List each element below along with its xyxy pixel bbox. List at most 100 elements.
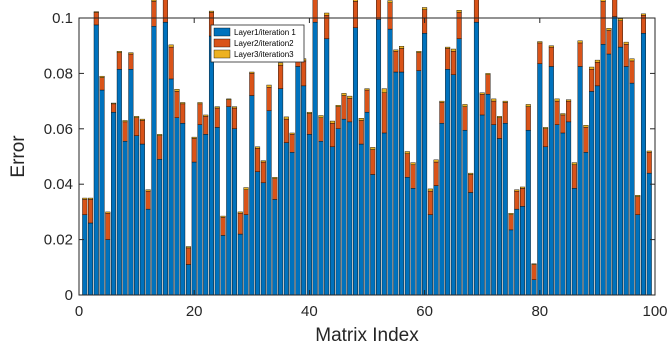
bar-series1-x82 <box>548 66 554 296</box>
bar-series2-x68 <box>468 174 474 193</box>
bar-series1-x54 <box>387 28 393 296</box>
bar-series2-x11 <box>139 120 145 145</box>
bar-series3-x55 <box>393 49 399 52</box>
bar-series2-x37 <box>289 134 295 153</box>
bar-series1-x38 <box>295 66 301 296</box>
plot-frame <box>78 17 656 296</box>
bar-series2-x6 <box>111 103 117 113</box>
bar-series3-x53 <box>381 88 387 93</box>
bar-series2-x59 <box>416 52 422 71</box>
bar-series2-x72 <box>491 100 497 125</box>
bar-series3-x62 <box>433 159 439 163</box>
bar-series2-x20 <box>191 138 197 163</box>
bar-series2-x39 <box>301 60 307 87</box>
bar-series2-x22 <box>203 116 209 135</box>
bar-series2-x52 <box>376 0 382 20</box>
bar-series1-x81 <box>543 146 549 296</box>
bar-series1-x2 <box>88 222 94 296</box>
bar-series2-x56 <box>399 48 405 73</box>
bar-series2-x96 <box>629 60 635 84</box>
bar-series2-x40 <box>306 113 312 135</box>
bar-series3-x75 <box>508 213 514 215</box>
bar-series2-x67 <box>462 106 468 131</box>
bar-series1-x61 <box>427 214 433 296</box>
bar-series2-x33 <box>266 87 272 111</box>
bar-series3-x40 <box>306 111 312 114</box>
bar-series3-x74 <box>502 100 508 103</box>
bar-series2-x10 <box>134 117 140 136</box>
bar-series2-x30 <box>249 73 255 96</box>
bar-series1-x87 <box>577 66 583 296</box>
x-tick-label: 40 <box>301 303 318 320</box>
bar-series3-x24 <box>214 106 220 109</box>
bar-series2-x41 <box>312 0 318 23</box>
x-tick-label: 60 <box>416 303 433 320</box>
bar-series1-x33 <box>266 110 272 296</box>
bar-series3-x47 <box>347 95 353 99</box>
bar-series1-x47 <box>347 121 353 296</box>
bar-series1-x85 <box>566 121 572 296</box>
bar-series2-x36 <box>283 118 289 143</box>
bar-series1-x62 <box>433 185 439 296</box>
bar-series1-x71 <box>485 93 491 296</box>
bar-series3-x63 <box>439 100 445 103</box>
bar-series2-x86 <box>571 164 577 189</box>
bar-series3-x64 <box>445 46 451 49</box>
bar-series3-x17 <box>174 88 180 92</box>
bar-series2-x87 <box>577 42 583 67</box>
y-tick-label: 0.08 <box>44 65 73 82</box>
bar-series2-x92 <box>606 30 612 55</box>
bar-series3-x88 <box>583 124 589 128</box>
bar-series3-x43 <box>324 12 330 16</box>
bar-series2-x73 <box>496 117 502 139</box>
legend-swatch-2 <box>213 38 231 48</box>
bar-series3-x77 <box>520 186 526 189</box>
bar-series1-x69 <box>473 21 479 296</box>
bar-series1-x49 <box>358 143 364 296</box>
bar-series2-x80 <box>537 42 543 64</box>
bar-series1-x20 <box>191 161 197 296</box>
bar-series1-x57 <box>404 177 410 296</box>
y-axis-title: Error <box>8 135 29 178</box>
bar-series3-x27 <box>232 106 238 109</box>
bar-series1-x43 <box>324 38 330 296</box>
bar-series3-x19 <box>185 246 191 249</box>
bar-series3-x80 <box>537 41 543 44</box>
bar-series3-x60 <box>422 7 428 10</box>
bar-series3-x72 <box>491 98 497 102</box>
bar-series2-x18 <box>180 103 186 124</box>
bar-series1-x73 <box>496 138 502 296</box>
bar-series3-x59 <box>416 51 422 53</box>
bar-series3-x97 <box>635 195 641 197</box>
bar-series1-x88 <box>583 152 589 296</box>
bar-series3-x73 <box>496 116 502 118</box>
bar-series1-x51 <box>370 174 376 296</box>
bar-series3-x9 <box>128 52 134 55</box>
bar-series2-x83 <box>554 100 560 125</box>
bar-series2-x66 <box>456 12 462 39</box>
legend-swatch-3 <box>213 49 231 59</box>
bar-series3-x7 <box>116 51 122 53</box>
bar-series3-x89 <box>589 66 595 70</box>
bar-series2-x34 <box>272 178 278 200</box>
bar-series1-x95 <box>623 66 629 296</box>
bar-series1-x66 <box>456 38 462 296</box>
bar-series2-x35 <box>278 64 284 89</box>
bar-series1-x5 <box>105 239 111 296</box>
bar-series3-x85 <box>566 99 572 102</box>
bar-series2-x93 <box>612 0 618 17</box>
bar-series2-x89 <box>589 69 595 92</box>
bar-series1-x83 <box>554 124 560 296</box>
bar-series1-x93 <box>612 16 618 296</box>
bar-series2-x53 <box>381 92 387 134</box>
bar-series1-x79 <box>531 279 537 296</box>
bar-series1-x50 <box>364 111 370 296</box>
bar-series2-x70 <box>479 93 485 116</box>
bar-series2-x71 <box>485 74 491 95</box>
bar-series2-x79 <box>531 264 537 280</box>
bar-series2-x19 <box>185 247 191 265</box>
bar-series2-x28 <box>237 213 243 235</box>
bar-series1-x92 <box>606 53 612 296</box>
bar-series1-x77 <box>520 206 526 296</box>
bar-series3-x67 <box>462 104 468 107</box>
